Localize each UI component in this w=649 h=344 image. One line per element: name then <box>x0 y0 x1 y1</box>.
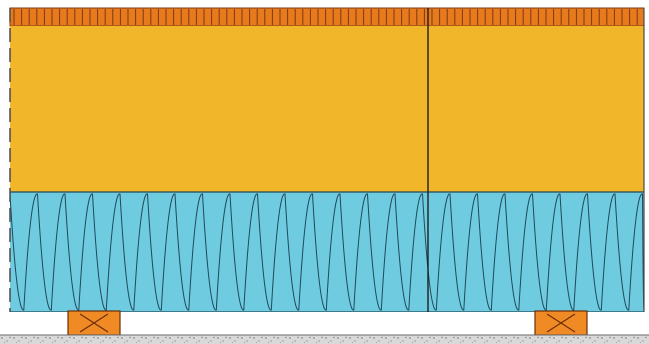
batten <box>67 310 121 336</box>
board-layer <box>10 26 644 192</box>
facing-strip <box>9 7 645 27</box>
batten <box>534 310 588 336</box>
cavity <box>10 312 644 334</box>
insulation-layer <box>9 191 645 313</box>
base-layer <box>0 334 649 344</box>
